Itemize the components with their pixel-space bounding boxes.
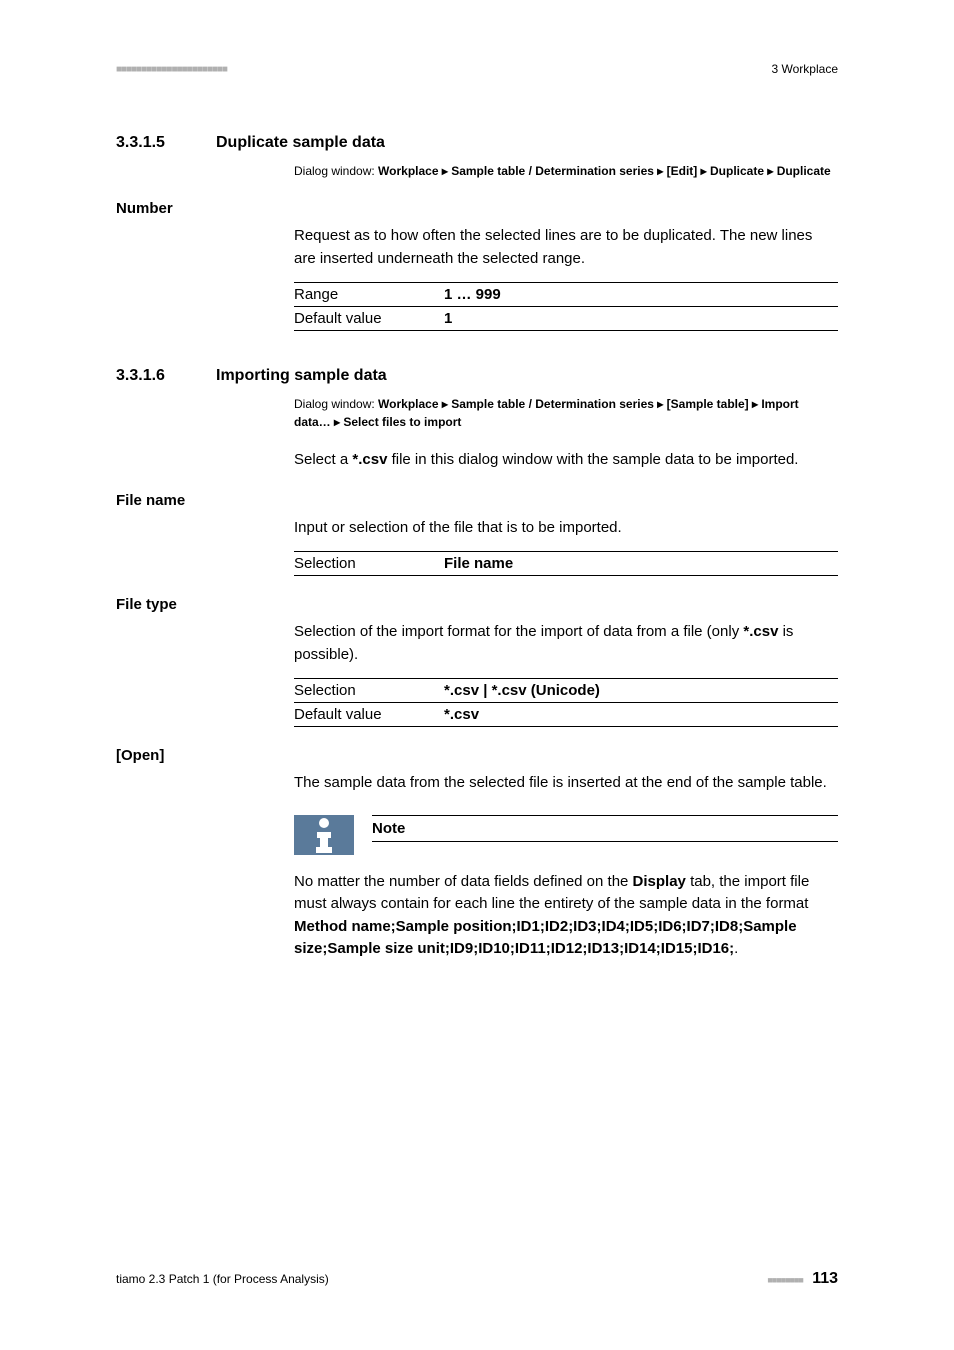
range-label: Range — [294, 283, 444, 307]
selection-label: Selection — [294, 552, 444, 576]
param-filename-label: File name — [116, 492, 838, 509]
dialog-prefix: Dialog window: — [294, 397, 378, 411]
section-title: Importing sample data — [216, 367, 387, 385]
note-body: No matter the number of data fields defi… — [294, 871, 838, 961]
table-row: Range 1 … 999 — [294, 283, 838, 307]
param-number-desc: Request as to how often the selected lin… — [294, 225, 838, 270]
param-filetype-label: File type — [116, 596, 838, 613]
section-heading-duplicate: 3.3.1.5 Duplicate sample data — [116, 134, 838, 152]
dialog-prefix: Dialog window: — [294, 164, 378, 178]
table-row: Default value 1 — [294, 307, 838, 331]
default-label: Default value — [294, 307, 444, 331]
filetype-spec-table: Selection *.csv | *.csv (Unicode) Defaul… — [294, 678, 838, 727]
table-row: Selection File name — [294, 552, 838, 576]
footer-product: tiamo 2.3 Patch 1 (for Process Analysis) — [116, 1272, 329, 1286]
default-value: 1 — [444, 310, 452, 327]
range-value: 1 … 999 — [444, 286, 501, 303]
page-footer: tiamo 2.3 Patch 1 (for Process Analysis)… — [116, 1270, 838, 1288]
param-filetype-desc: Selection of the import format for the i… — [294, 621, 838, 666]
dialog-path-text: Workplace ▸ Sample table / Determination… — [378, 164, 831, 178]
text: Select a — [294, 451, 352, 468]
param-open-label: [Open] — [116, 747, 838, 764]
note-title: Note — [372, 815, 838, 842]
note-box: Note No matter the number of data fields… — [294, 815, 838, 961]
info-icon — [294, 815, 354, 855]
selection-value: File name — [444, 555, 513, 572]
selection-label: Selection — [294, 679, 444, 703]
default-value: *.csv — [444, 706, 479, 723]
text-bold: *.csv — [743, 623, 778, 640]
default-label: Default value — [294, 703, 444, 727]
filename-spec-table: Selection File name — [294, 551, 838, 576]
dialog-path-duplicate: Dialog window: Workplace ▸ Sample table … — [294, 162, 838, 180]
text-bold: *.csv — [352, 451, 387, 468]
section-number: 3.3.1.6 — [116, 367, 216, 385]
text-bold: Method name;Sample position;ID1;ID2;ID3;… — [294, 918, 797, 958]
dialog-path-import: Dialog window: Workplace ▸ Sample table … — [294, 395, 838, 431]
footer-page-number: 113 — [812, 1270, 838, 1287]
header-ornament: ■■■■■■■■■■■■■■■■■■■■■■ — [116, 64, 227, 75]
header-chapter: 3 Workplace — [772, 62, 838, 76]
param-open-desc: The sample data from the selected file i… — [294, 772, 838, 795]
number-spec-table: Range 1 … 999 Default value 1 — [294, 282, 838, 331]
import-intro: Select a *.csv file in this dialog windo… — [294, 449, 838, 472]
param-filename-desc: Input or selection of the file that is t… — [294, 517, 838, 540]
section-title: Duplicate sample data — [216, 134, 385, 152]
footer-ornament: ■■■■■■■■ — [767, 1275, 803, 1285]
text: file in this dialog window with the samp… — [387, 451, 798, 468]
text-bold: Display — [633, 873, 686, 890]
text: . — [734, 940, 738, 957]
table-row: Default value *.csv — [294, 703, 838, 727]
text: Selection of the import format for the i… — [294, 623, 743, 640]
section-heading-import: 3.3.1.6 Importing sample data — [116, 367, 838, 385]
page-header: ■■■■■■■■■■■■■■■■■■■■■■ 3 Workplace — [116, 62, 838, 76]
selection-value: *.csv | *.csv (Unicode) — [444, 682, 600, 699]
section-number: 3.3.1.5 — [116, 134, 216, 152]
param-number-label: Number — [116, 200, 838, 217]
table-row: Selection *.csv | *.csv (Unicode) — [294, 679, 838, 703]
text: No matter the number of data fields defi… — [294, 873, 633, 890]
